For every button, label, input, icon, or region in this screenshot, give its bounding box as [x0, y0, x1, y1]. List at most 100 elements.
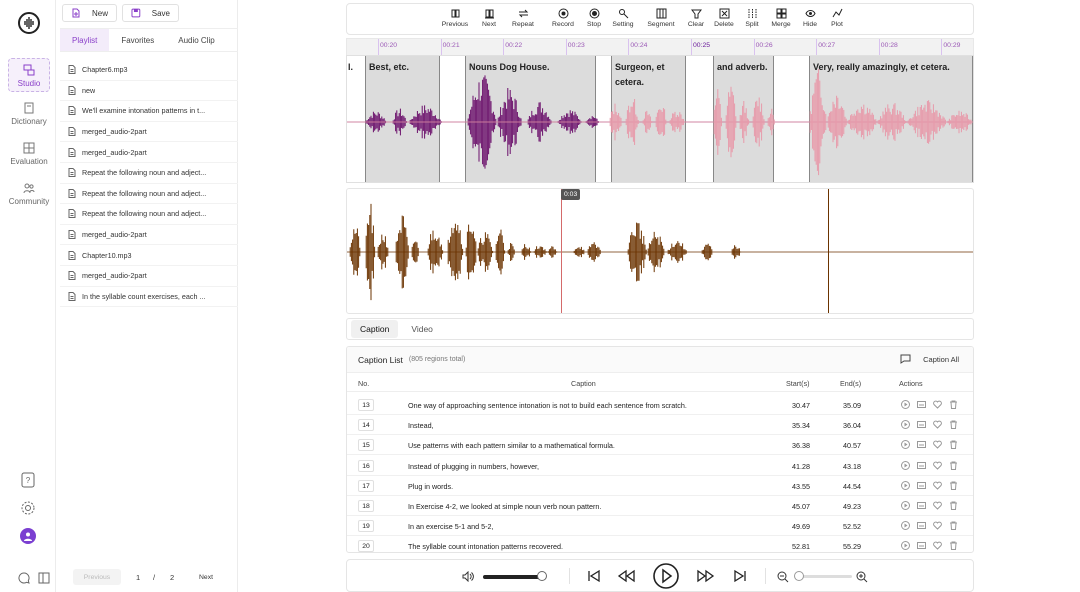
- playlist-file-item[interactable]: In the syllable count exercises, each ..…: [60, 287, 238, 308]
- tool-delete-button[interactable]: Delete: [706, 8, 742, 28]
- tool-plot-button[interactable]: Plot: [819, 8, 855, 28]
- row-end[interactable]: 36.04: [843, 421, 861, 431]
- row-end[interactable]: 44.54: [843, 481, 861, 491]
- row-end[interactable]: 55.29: [843, 542, 861, 552]
- caption-row[interactable]: 19 In an exercise 5-1 and 5-2, 49.69 52.52: [347, 516, 973, 537]
- tool-previous-button[interactable]: Previous: [437, 8, 473, 28]
- row-end[interactable]: 35.09: [843, 401, 861, 410]
- trash-icon[interactable]: [949, 420, 958, 430]
- play-row-icon[interactable]: [901, 480, 910, 490]
- fast-forward-icon[interactable]: [697, 569, 715, 583]
- volume-slider-handle[interactable]: [537, 571, 547, 581]
- caption-row[interactable]: 14 Instead, 35.34 36.04: [347, 415, 973, 436]
- next-page-button[interactable]: Next: [199, 573, 213, 581]
- chat-icon[interactable]: [18, 572, 30, 584]
- row-caption[interactable]: One way of approaching sentence intonati…: [408, 401, 687, 410]
- overview-waveform[interactable]: l. Best, etc. Nouns Dog House. Surgeon, et c…: [346, 55, 974, 183]
- row-start[interactable]: 45.07: [792, 502, 810, 511]
- region-end-marker[interactable]: [828, 189, 829, 313]
- app-logo-icon[interactable]: [18, 12, 40, 34]
- row-start[interactable]: 41.28: [792, 461, 810, 471]
- favorite-heart-icon[interactable]: [933, 400, 942, 409]
- row-caption[interactable]: In Exercise 4-2, we looked at simple nou…: [408, 502, 602, 511]
- tool-segment-button[interactable]: Segment: [643, 8, 679, 28]
- tab-audio-clip[interactable]: Audio Clip: [178, 36, 215, 45]
- row-start[interactable]: 36.38: [792, 441, 810, 451]
- playlist-file-item[interactable]: Chapter6.mp3: [60, 60, 238, 81]
- collapse-panel-icon[interactable]: [38, 572, 50, 584]
- playlist-file-item[interactable]: merged_audio-2part: [60, 266, 238, 287]
- play-row-icon[interactable]: [901, 521, 910, 531]
- subtitle-icon[interactable]: [917, 420, 926, 429]
- row-start[interactable]: 35.34: [792, 421, 810, 431]
- playlist-file-item[interactable]: merged_audio-2part: [60, 122, 238, 143]
- avatar[interactable]: [20, 528, 36, 544]
- zoom-in-icon[interactable]: [856, 571, 868, 583]
- new-button[interactable]: New: [62, 4, 117, 22]
- favorite-heart-icon[interactable]: [933, 440, 942, 450]
- trash-icon[interactable]: [949, 440, 958, 450]
- tool-repeat-button[interactable]: Repeat: [505, 8, 541, 28]
- nav-item-community[interactable]: Community: [8, 182, 50, 206]
- timeline-ruler[interactable]: 00:20 00:21 00:22 00:23 00:24 00:25 00:26 00:27…: [346, 38, 974, 55]
- playlist-file-item[interactable]: Repeat the following noun and adject...: [60, 204, 238, 225]
- playlist-file-item[interactable]: We'll examine intonation patterns in t..…: [60, 101, 238, 122]
- row-caption[interactable]: Plug in words.: [408, 481, 454, 491]
- tool-stop-button[interactable]: Stop: [576, 8, 612, 28]
- row-caption[interactable]: Instead of plugging in numbers, however,: [408, 461, 540, 471]
- row-start[interactable]: 52.81: [792, 542, 810, 552]
- row-caption[interactable]: Instead,: [408, 421, 434, 431]
- subtitle-icon[interactable]: [917, 501, 926, 510]
- volume-slider[interactable]: [483, 575, 541, 579]
- caption-row[interactable]: 13 One way of approaching sentence intona…: [347, 395, 973, 415]
- tab-video[interactable]: Video: [411, 324, 433, 334]
- favorite-heart-icon[interactable]: [933, 521, 942, 530]
- row-start[interactable]: 30.47: [792, 401, 810, 410]
- row-caption[interactable]: The syllable count intonation patterns r…: [408, 542, 564, 552]
- tab-caption[interactable]: Caption: [351, 320, 399, 338]
- zoom-slider-handle[interactable]: [794, 571, 804, 581]
- play-row-icon[interactable]: [901, 420, 910, 430]
- trash-icon[interactable]: [949, 461, 958, 470]
- row-caption[interactable]: Use patterns with each pattern similar t…: [408, 441, 615, 451]
- trash-icon[interactable]: [949, 501, 958, 510]
- row-end[interactable]: 52.52: [843, 522, 861, 532]
- tool-hide-button[interactable]: Hide: [792, 8, 828, 28]
- playlist-file-item[interactable]: Chapter10.mp3: [60, 245, 238, 266]
- play-icon[interactable]: [653, 563, 679, 589]
- save-button[interactable]: Save: [122, 4, 179, 22]
- favorite-heart-icon[interactable]: [933, 541, 942, 551]
- subtitle-icon[interactable]: [917, 541, 926, 550]
- skip-end-icon[interactable]: [733, 569, 747, 583]
- settings-icon[interactable]: [20, 500, 36, 516]
- row-start[interactable]: 49.69: [792, 522, 810, 532]
- row-end[interactable]: 49.23: [843, 502, 861, 511]
- row-caption[interactable]: In an exercise 5-1 and 5-2,: [408, 522, 494, 532]
- row-start[interactable]: 43.55: [792, 481, 810, 491]
- playlist-file-item[interactable]: Repeat the following noun and adject...: [60, 184, 238, 205]
- trash-icon[interactable]: [949, 521, 958, 531]
- tool-record-button[interactable]: Record: [545, 8, 581, 28]
- subtitle-icon[interactable]: [917, 461, 926, 470]
- playlist-file-item[interactable]: merged_audio-2part: [60, 142, 238, 163]
- help-icon[interactable]: ?: [20, 472, 36, 488]
- favorite-heart-icon[interactable]: [933, 501, 942, 510]
- nav-item-dictionary[interactable]: Dictionary: [8, 102, 50, 126]
- tool-merge-button[interactable]: Merge: [763, 8, 799, 28]
- rewind-icon[interactable]: [617, 569, 635, 583]
- subtitle-icon[interactable]: [917, 440, 926, 449]
- favorite-heart-icon[interactable]: [933, 481, 942, 490]
- play-row-icon[interactable]: [901, 400, 910, 409]
- tool-next-button[interactable]: Next: [471, 8, 507, 28]
- caption-row[interactable]: 18 In Exercise 4-2, we looked at simple n…: [347, 496, 973, 516]
- tool-clear-button[interactable]: Clear: [678, 8, 714, 28]
- nav-item-studio[interactable]: Studio: [8, 58, 50, 92]
- play-row-icon[interactable]: [901, 541, 910, 551]
- favorite-heart-icon[interactable]: [933, 461, 942, 470]
- tab-playlist[interactable]: Playlist: [60, 29, 110, 51]
- playlist-file-item[interactable]: new: [60, 81, 238, 102]
- trash-icon[interactable]: [949, 400, 958, 409]
- row-end[interactable]: 43.18: [843, 461, 861, 471]
- subtitle-icon[interactable]: [917, 400, 926, 409]
- caption-row[interactable]: 17 Plug in words. 43.55 44.54: [347, 476, 973, 496]
